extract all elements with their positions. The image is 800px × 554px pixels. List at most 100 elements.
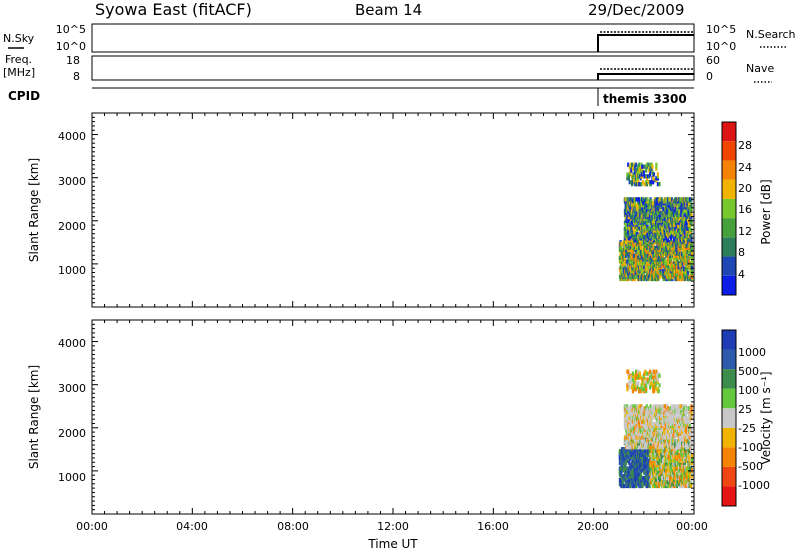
echo-cell [649, 220, 652, 225]
echo-cell [641, 415, 644, 421]
echo-cell [668, 476, 672, 481]
velocity-cbar-tick-1000: 1000 [738, 346, 766, 359]
echo-cell [690, 228, 693, 233]
echo-cell [649, 445, 652, 450]
echo-cell [640, 468, 643, 473]
echo-cell [670, 212, 673, 218]
echo-cell [641, 164, 644, 169]
echo-cell [684, 238, 688, 243]
echo-cell [632, 253, 636, 258]
colorbar-segment [722, 122, 736, 142]
echo-cell [662, 404, 665, 409]
power-colorbar [721, 121, 737, 296]
freq-tick-bottom: 8 [73, 70, 80, 83]
echo-cell [638, 371, 641, 376]
echo-cell [684, 404, 688, 409]
echo-cell [643, 212, 646, 218]
echo-cell [690, 247, 694, 252]
echo-cell [633, 226, 636, 231]
echo-cell [641, 419, 644, 425]
freq-tick-top: 18 [66, 54, 80, 67]
echo-cell [658, 383, 661, 388]
echo-cell [627, 466, 630, 471]
echo-cell [645, 162, 649, 167]
colorbar-segment [722, 427, 736, 448]
echo-cell [690, 472, 694, 477]
echo-cell [689, 255, 692, 260]
echo-cell [686, 271, 690, 276]
echo-cell [680, 197, 683, 202]
power-cbar-tick-24: 24 [738, 161, 752, 174]
echo-cell [641, 483, 644, 489]
echo-cell [686, 249, 689, 254]
echo-cell [645, 168, 648, 173]
echo-cell [667, 468, 670, 473]
echo-cell [668, 218, 671, 223]
echo-cell [688, 423, 691, 428]
velocity-cbar-tick-m100: -100 [738, 441, 763, 454]
echo-cell [639, 245, 643, 251]
echo-cell [633, 483, 636, 489]
echo-cell [625, 259, 628, 264]
echo-cell [649, 404, 652, 409]
echo-cell [657, 483, 661, 489]
echo-cell [626, 419, 629, 425]
echo-cell [641, 377, 644, 382]
echo-cell [631, 162, 634, 167]
echo-cell [656, 182, 659, 187]
colorbar-segment [722, 369, 736, 389]
echo-cell [636, 385, 639, 390]
echo-cell [630, 208, 633, 214]
echo-cell [656, 377, 659, 382]
echo-cell [690, 458, 694, 463]
echo-cell [676, 448, 679, 454]
echo-cell [634, 271, 637, 276]
echo-cell [662, 241, 665, 247]
echo-cell [681, 474, 684, 479]
echo-cell [653, 431, 656, 436]
echo-cell [666, 450, 669, 456]
echo-cell [645, 387, 648, 392]
echo-cell [626, 441, 629, 446]
echo-cell [642, 208, 645, 214]
echo-cell [641, 387, 644, 392]
echo-cell [684, 415, 687, 421]
xaxis-label: Time UT [367, 537, 418, 551]
echo-cell [675, 247, 678, 252]
echo-cell [649, 369, 652, 374]
echo-cell [677, 415, 680, 421]
echo-cell [685, 197, 688, 202]
echo-cell [652, 180, 655, 185]
velocity-panel-frame [91, 319, 695, 515]
velocity-cbar-tick-500: 500 [738, 365, 759, 378]
power-cbar-tick-8: 8 [738, 246, 745, 259]
cpid-label: CPID [8, 89, 40, 103]
colorbar-segment [722, 486, 736, 506]
nave-tick-top: 60 [706, 54, 720, 67]
echo-cell [688, 230, 691, 235]
echo-cell [646, 377, 649, 382]
echo-cell [627, 162, 630, 167]
echo-cell [655, 162, 658, 167]
echo-cell [626, 387, 629, 392]
echo-cell [659, 429, 662, 434]
echo-cell [689, 474, 692, 479]
echo-cell [628, 483, 632, 489]
echo-cell [677, 224, 680, 229]
echo-cell [632, 404, 635, 409]
echo-cell [626, 445, 629, 450]
echo-cell [672, 445, 675, 450]
echo-cell [683, 406, 686, 411]
echo-cell [635, 197, 638, 202]
echo-cell [639, 389, 642, 394]
echo-cell [655, 176, 658, 181]
echo-cell [643, 182, 646, 187]
echo-cell [661, 454, 664, 459]
echo-cell [690, 269, 694, 274]
echo-cell [678, 472, 681, 477]
echo-cell [679, 247, 682, 252]
power-panel: Slant Range [km] 4000 3000 2000 1000 28 … [27, 112, 773, 308]
echo-cell [645, 249, 648, 254]
echo-cell [686, 472, 690, 477]
echo-cell [634, 212, 637, 218]
